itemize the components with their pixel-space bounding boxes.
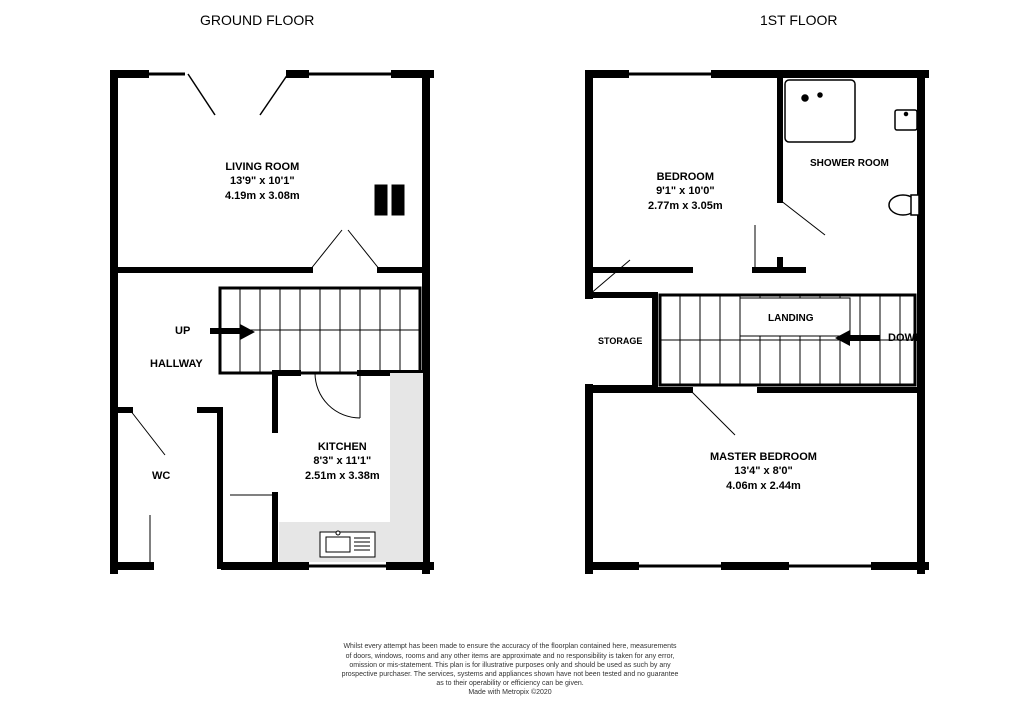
storage-label: STORAGE — [598, 336, 642, 346]
master-bedroom-label: MASTER BEDROOM 13'4" x 8'0" 4.06m x 2.44… — [710, 450, 817, 493]
wc-label: WC — [152, 470, 170, 482]
down-label: DOWN — [888, 332, 923, 344]
living-room-label: LIVING ROOM 13'9" x 10'1" 4.19m x 3.08m — [225, 160, 300, 203]
first-floor-title: 1ST FLOOR — [760, 12, 838, 28]
bedroom-label: BEDROOM 9'1" x 10'0" 2.77m x 3.05m — [648, 170, 723, 213]
first-floor-plan — [585, 70, 945, 590]
ground-floor-plan — [110, 70, 440, 590]
landing-label: LANDING — [768, 313, 814, 324]
hallway-label: HALLWAY — [150, 358, 203, 370]
disclaimer-text: Whilst every attempt has been made to en… — [250, 642, 770, 697]
shower-room-label: SHOWER ROOM — [810, 158, 889, 169]
kitchen-label: KITCHEN 8'3" x 11'1" 2.51m x 3.38m — [305, 440, 380, 483]
ground-floor-title: GROUND FLOOR — [200, 12, 314, 28]
up-label: UP — [175, 325, 190, 337]
